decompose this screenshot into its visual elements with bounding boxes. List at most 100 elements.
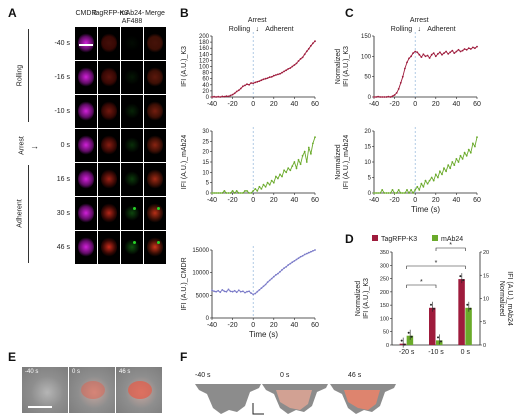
data-point [258, 185, 261, 188]
cell-blob [124, 237, 140, 257]
microscopy-tile [144, 197, 166, 230]
data-point [287, 68, 290, 70]
data-point [227, 192, 230, 194]
cell-blob [78, 203, 94, 223]
data-point [270, 76, 273, 78]
data-point [248, 192, 251, 194]
data-point [297, 257, 300, 260]
data-point [379, 192, 382, 194]
data-point [283, 267, 285, 269]
data-point [445, 170, 447, 173]
bar [465, 307, 472, 345]
data-point [422, 185, 425, 188]
x-tick-label: 60 [473, 197, 481, 204]
y-tick-label: 15 [364, 145, 371, 151]
microscopy-tile [98, 163, 120, 196]
category-label: 0 s [461, 349, 471, 356]
microscopy-tile [75, 197, 97, 230]
data-point [416, 185, 419, 188]
data-point [428, 57, 431, 59]
y-tick-label: 60 [202, 77, 209, 83]
data-point [457, 161, 460, 163]
x-tick-label: -40 [369, 101, 379, 108]
y-tick-label: 100 [199, 65, 210, 71]
cell-blob [78, 101, 94, 121]
data-point [215, 290, 218, 293]
data-point [260, 79, 263, 82]
microscopy-tile [98, 95, 120, 128]
microscopy-tile [121, 95, 143, 128]
data-point [211, 192, 213, 194]
bar [436, 340, 443, 345]
cell-blob [101, 101, 117, 121]
y-tick-label: 30 [202, 129, 209, 135]
microscopy-tile [75, 27, 97, 60]
data-point [256, 190, 259, 192]
cell-blob [101, 33, 117, 53]
data-point [219, 192, 222, 194]
y-tick-label: 20 [483, 250, 489, 256]
data-point [260, 188, 263, 190]
data-point [221, 192, 224, 194]
data-point [401, 192, 404, 194]
microscopy-tile [98, 197, 120, 230]
data-point [285, 265, 288, 268]
x-tick-label: 0 [251, 101, 255, 108]
microscopy-tile [75, 231, 97, 264]
arrest-arrow-icon: → [30, 141, 39, 151]
x-tick-label: 20 [270, 101, 278, 108]
right-y-label: IFI (A.U.)_mAb24 [506, 271, 513, 326]
data-point [239, 192, 242, 194]
microscopy-tile [75, 129, 97, 162]
data-point [393, 94, 396, 96]
significance-bracket [435, 247, 466, 251]
data-point [307, 251, 310, 254]
arrest-arrow-icon: ↓ [417, 26, 421, 33]
group-bracket [28, 165, 29, 263]
x-tick-label: 0 [251, 322, 255, 329]
x-tick-label: -40 [207, 101, 217, 108]
data-point [256, 290, 259, 293]
data-point [244, 291, 246, 294]
x-tick-label: -40 [207, 322, 217, 329]
x-tick-label: 40 [453, 101, 461, 108]
red-overlay [81, 381, 105, 399]
data-point [441, 53, 443, 56]
data-point [250, 292, 253, 294]
panel-letter-a: A [8, 6, 17, 20]
x-tick-label: 20 [270, 197, 278, 204]
y-tick-label: 200 [199, 34, 210, 40]
data-point [424, 55, 427, 58]
cell-blob [147, 101, 163, 121]
data-point [373, 96, 375, 98]
data-point [231, 290, 234, 293]
y-tick-label: 5 [483, 320, 486, 326]
x-tick-label: 0 [251, 197, 255, 204]
data-point [225, 192, 228, 194]
surface-plot [195, 384, 261, 414]
significance-bracket [406, 265, 466, 269]
column-header: Merge [145, 10, 165, 17]
image-time-label: 46 s [119, 369, 131, 375]
data-point [377, 192, 379, 194]
cell-blob [124, 67, 140, 87]
data-point [272, 181, 275, 184]
y-tick-label: 0 [206, 316, 210, 322]
significance-star: * [449, 242, 452, 249]
replicate-dot [437, 336, 439, 339]
data-point [430, 176, 433, 179]
data-point [291, 65, 294, 68]
y-tick-label: 0 [206, 191, 210, 197]
data-point [303, 253, 306, 256]
data-point [383, 192, 386, 194]
data-point [287, 264, 290, 266]
cell-blob [78, 237, 94, 257]
green-spot [133, 207, 136, 210]
data-point [439, 170, 441, 173]
x-tick-label: -40 [369, 197, 379, 204]
data-point [399, 192, 402, 194]
data-point [465, 48, 468, 51]
data-point [416, 51, 419, 54]
microscopy-tile [75, 61, 97, 94]
y-tick-label: 100 [380, 316, 389, 322]
